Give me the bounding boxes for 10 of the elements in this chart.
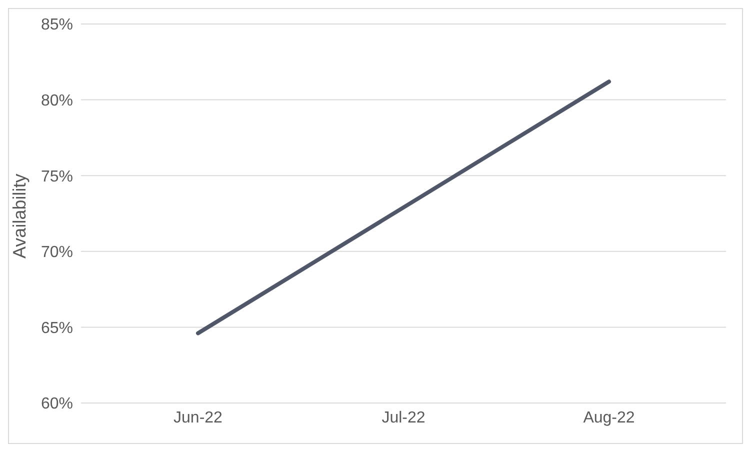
y-tick-label: 80% [40, 92, 73, 110]
y-axis-title: Availability [9, 174, 30, 258]
y-tick-label: 85% [40, 16, 73, 34]
y-tick-label: 65% [40, 320, 73, 337]
x-tick-label: Aug-22 [583, 409, 635, 426]
y-tick-label: 60% [40, 396, 73, 413]
x-tick-label: Jun-22 [174, 409, 223, 426]
y-tick-label: 75% [40, 168, 73, 186]
y-tick-label: 70% [40, 244, 73, 262]
x-tick-label: Jul-22 [382, 409, 426, 426]
